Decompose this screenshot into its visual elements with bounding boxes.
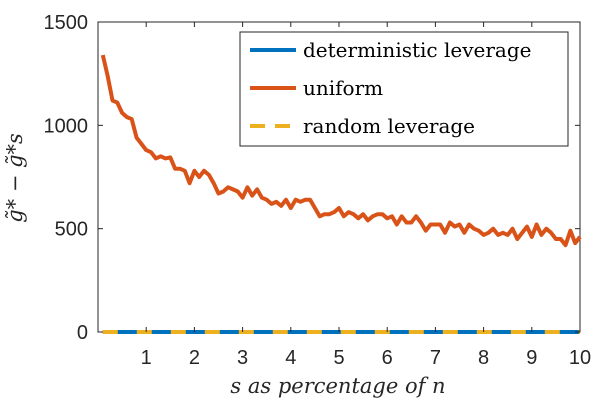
x-tick-label: 9 [526, 347, 537, 369]
x-tick-label: 7 [430, 347, 441, 369]
y-tick-label: 0 [77, 322, 88, 344]
plot-area: 1 2 3 4 5 6 7 8 9 10 0 500 1000 1500 [44, 12, 592, 369]
x-tick-label: 3 [237, 347, 248, 369]
y-tick-label: 500 [55, 219, 88, 241]
x-tick-label: 1 [141, 347, 152, 369]
y-tick-label: 1000 [44, 115, 89, 137]
series-line-uniform [100, 54, 582, 248]
series-lines [100, 54, 582, 334]
legend-items: deterministic leverage uniform random leve… [250, 38, 531, 138]
y-axis-ticks: 0 500 1000 1500 [44, 12, 580, 344]
x-tick-label: 2 [189, 347, 200, 369]
legend-label: uniform [303, 76, 383, 100]
x-tick-label: 8 [478, 347, 489, 369]
x-tick-label: 5 [333, 347, 344, 369]
legend: deterministic leverage uniform random leve… [239, 31, 569, 147]
x-tick-label: 4 [285, 347, 296, 369]
x-axis-ticks: 1 2 3 4 5 6 7 8 9 10 [141, 22, 591, 369]
x-tick-label: 10 [569, 347, 591, 369]
y-axis-label: g̃* − g̃*s [3, 133, 27, 223]
y-tick-label: 1500 [44, 12, 89, 34]
legend-label: random leverage [303, 114, 475, 138]
x-axis-label: s as percentage of n [230, 374, 445, 398]
x-tick-label: 6 [382, 347, 393, 369]
legend-label: deterministic leverage [303, 38, 531, 62]
